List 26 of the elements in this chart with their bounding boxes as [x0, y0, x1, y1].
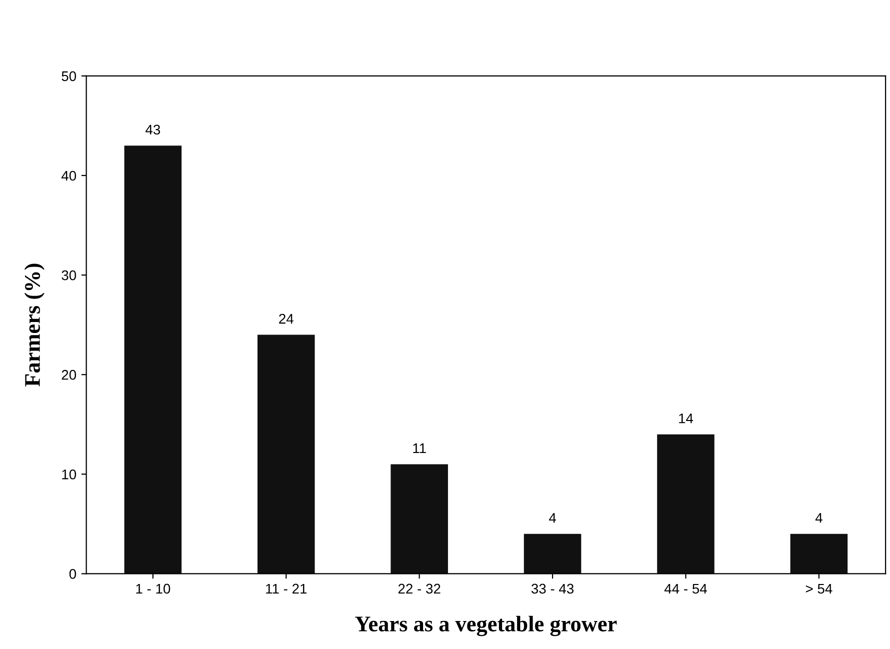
- bar: [790, 534, 848, 574]
- data-label: 14: [679, 414, 694, 424]
- y-axis-title: Farmers (%): [24, 264, 44, 386]
- y-tick-label: 30: [62, 270, 76, 280]
- bar: [390, 464, 448, 574]
- y-tick-label: 10: [62, 469, 76, 480]
- x-tick-label: 22 - 32: [398, 584, 440, 594]
- bar: [257, 334, 315, 574]
- bar: [524, 534, 582, 574]
- y-tick-label: 0: [69, 569, 76, 579]
- y-tick-label: 20: [62, 370, 76, 380]
- x-tick-label: 1 - 10: [136, 584, 170, 594]
- data-label: 43: [146, 124, 160, 135]
- y-tick-label: 50: [62, 71, 76, 82]
- data-label: 4: [815, 513, 822, 523]
- x-tick-label: 33 - 43: [531, 584, 574, 594]
- bar: [124, 146, 182, 574]
- x-axis-title: Years as a vegetable grower: [355, 616, 617, 636]
- bar: [657, 434, 714, 574]
- x-tick-label: 44 - 54: [664, 584, 707, 594]
- data-label: 4: [549, 513, 556, 523]
- data-label: 24: [279, 314, 294, 324]
- y-tick-label: 40: [61, 170, 76, 181]
- x-tick-label: 11 - 21: [266, 584, 307, 594]
- data-label: 11: [413, 443, 426, 453]
- x-tick-label: > 54: [806, 584, 832, 594]
